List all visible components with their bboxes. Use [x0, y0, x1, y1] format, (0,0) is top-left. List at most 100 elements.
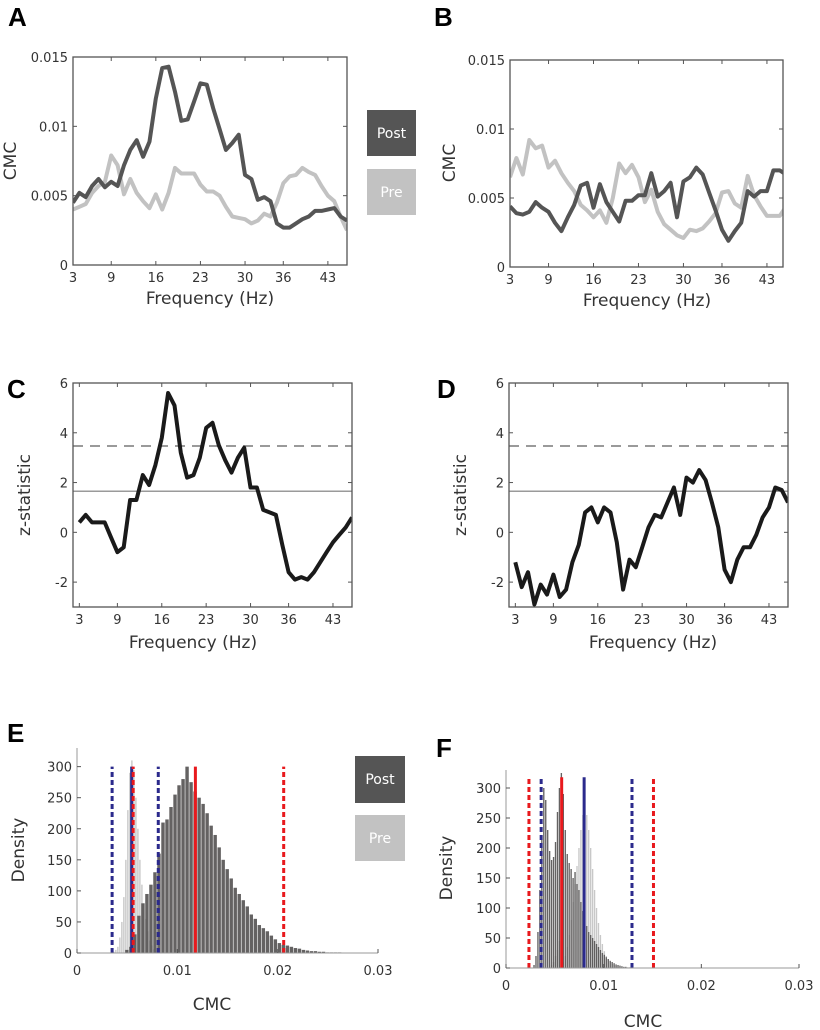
x-tick-label: 0.03: [364, 964, 393, 979]
histogram-bar-post: [613, 963, 615, 968]
y-tick-label: 150: [47, 854, 72, 869]
y-tick-label: 0.005: [468, 192, 505, 207]
y-axis-label: Density: [9, 818, 29, 883]
histogram-bar-pre: [123, 897, 125, 953]
histogram-bar-post: [621, 966, 623, 968]
axes-box: [72, 56, 348, 266]
x-tick-label: 36: [714, 273, 731, 288]
histogram-bar-pre: [125, 859, 127, 953]
histogram-bar-post: [617, 965, 619, 968]
y-tick-label: 200: [476, 842, 501, 857]
y-axis-label: z-statistic: [15, 454, 35, 536]
x-axis-label: Frequency (Hz): [146, 289, 274, 309]
histogram-bar-post: [535, 956, 537, 968]
histogram-bar-post: [578, 890, 580, 968]
histogram-bar-post: [189, 782, 193, 953]
x-tick-label: 43: [325, 613, 342, 628]
y-axis-label: CMC: [440, 144, 460, 182]
plot-area: [510, 138, 783, 243]
x-tick-label: 30: [242, 613, 259, 628]
histogram-bar-post: [149, 884, 153, 953]
y-tick-label: 50: [484, 932, 501, 947]
histogram-bar-post: [177, 785, 181, 953]
histogram-bar-post: [285, 945, 290, 953]
histogram-bar-post: [619, 965, 621, 968]
series-line-pre: [510, 138, 783, 240]
histogram-bar-post: [591, 938, 594, 968]
histogram-bar-post: [533, 965, 535, 968]
histogram-bar-post: [253, 918, 257, 953]
histogram-bar-post: [548, 851, 551, 968]
histogram-bar-post: [233, 887, 237, 953]
y-tick-label: 0: [60, 259, 68, 274]
histogram-bar-post: [537, 932, 539, 968]
histogram-bar-post: [133, 934, 137, 953]
y-tick-label: 100: [476, 902, 501, 917]
histogram-bar-post: [545, 800, 547, 968]
x-tick-label: 36: [275, 271, 292, 286]
panel-label-b: B: [434, 2, 453, 32]
y-tick-label: 0: [496, 526, 504, 541]
x-tick-label: 0.01: [163, 964, 192, 979]
histogram-bar-post: [572, 878, 574, 968]
histogram-bar-post: [603, 954, 606, 968]
histogram-bar-post: [145, 893, 149, 953]
histogram-bar-pre: [139, 859, 141, 953]
histogram-bar-pre: [588, 830, 590, 968]
histogram-bar-post: [625, 966, 627, 968]
x-tick-label: 0.01: [589, 979, 618, 994]
histogram-bar-post: [309, 951, 314, 953]
x-tick-label: 16: [589, 613, 606, 628]
histogram-bar-post: [197, 797, 201, 953]
histogram-bar-pre: [135, 797, 137, 953]
y-tick-label: -2: [491, 576, 504, 591]
histogram-bar-post: [205, 813, 209, 953]
chart-d: 3 9 16 23 30 36 43 -2 0 2 4 6 Frequency (Hz) z-statis…: [451, 377, 789, 653]
y-tick-label: 200: [47, 823, 72, 838]
x-tick-label: 3: [75, 613, 83, 628]
histogram-bar-post: [554, 842, 557, 968]
x-axis-label: CMC: [193, 995, 231, 1015]
y-tick-label: 6: [60, 377, 68, 392]
x-tick-label: 30: [675, 273, 692, 288]
histogram-bar-post: [245, 906, 249, 953]
x-tick-label: 23: [192, 271, 209, 286]
x-tick-label: 0.02: [263, 964, 292, 979]
y-tick-label: 50: [55, 916, 72, 931]
y-tick-label: 0: [497, 261, 505, 276]
histogram-bar-post: [595, 944, 598, 968]
x-tick-label: 16: [585, 273, 602, 288]
histogram-bar-post: [125, 949, 129, 953]
histogram-bar-post: [221, 859, 225, 953]
y-tick-label: 300: [47, 761, 72, 776]
histogram-bar-post: [229, 878, 233, 953]
y-tick-label: 100: [47, 885, 72, 900]
plot-area: [73, 391, 352, 582]
chart-c: 3 9 16 23 30 36 43 -2 0 2 4 6 Frequency (Hz) z-statis…: [15, 377, 353, 653]
histogram-bar-post: [607, 959, 609, 968]
x-tick-label: 3: [511, 613, 519, 628]
legend-post-label: Post: [365, 772, 395, 788]
histogram-bar-post: [301, 949, 306, 953]
x-axis-label: Frequency (Hz): [129, 633, 257, 653]
chart-a: 3 9 16 23 30 36 43 0 0.005 0.01 0.015 Frequency (Hz…: [1, 51, 348, 309]
y-tick-label: -2: [55, 576, 68, 591]
y-tick-label: 0: [64, 947, 72, 962]
legend-pre-swatch: [367, 169, 416, 215]
x-tick-label: 43: [761, 613, 778, 628]
histogram-bar-post: [273, 939, 278, 953]
histogram-bar-post: [321, 951, 326, 953]
y-axis-label: z-statistic: [451, 454, 471, 536]
axes-box: [509, 59, 784, 268]
x-tick-label: 3: [506, 273, 514, 288]
x-tick-label: 0: [73, 964, 81, 979]
histogram-bar-post: [543, 788, 545, 968]
y-axis-label: CMC: [1, 142, 21, 180]
y-tick-label: 0.01: [39, 120, 68, 135]
legend-pre-label: Pre: [369, 831, 391, 847]
histogram-bar-post: [181, 779, 185, 953]
histogram-bar-post: [580, 902, 582, 968]
histogram-bar-post: [547, 830, 549, 968]
y-tick-label: 2: [496, 477, 504, 492]
histogram-bar-post: [213, 834, 217, 953]
